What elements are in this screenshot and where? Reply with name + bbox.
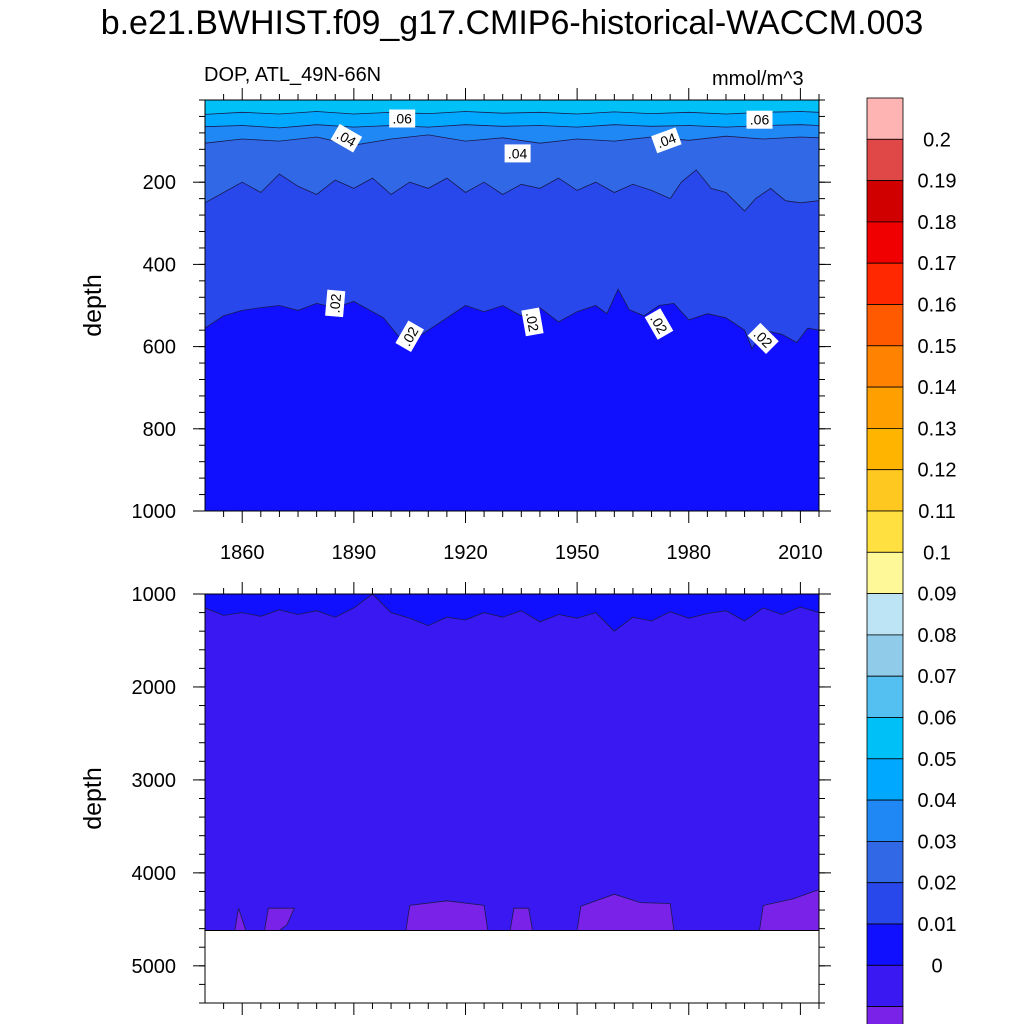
colorbar-box xyxy=(866,469,904,512)
colorbar-label: 0.07 xyxy=(918,666,957,688)
colorbar-box xyxy=(866,510,904,553)
colorbar-label: 0.14 xyxy=(918,377,957,399)
colorbar-box xyxy=(866,262,904,305)
colorbar-label: 0.02 xyxy=(918,873,957,895)
colorbar-box xyxy=(866,882,904,925)
contour-label-text: .06 xyxy=(392,111,412,127)
y-axis-label: depth xyxy=(79,274,107,337)
y-tick-label: 600 xyxy=(143,337,176,359)
colorbar-box xyxy=(866,345,904,388)
x-tick-label: 1920 xyxy=(443,542,488,564)
colorbar-box xyxy=(866,841,904,884)
isoline-0.06 xyxy=(205,111,819,115)
colorbar-box xyxy=(866,799,904,842)
isoline-0.02 xyxy=(205,288,819,350)
colorbar-box xyxy=(866,304,904,347)
contour-label: .02 xyxy=(395,320,424,353)
colorbar-label: 0.03 xyxy=(918,831,957,853)
variable-label: DOP, ATL_49N-66N xyxy=(204,64,382,86)
colorbar-box xyxy=(866,427,904,471)
colorbar-box xyxy=(866,675,904,718)
colorbar: 0.2 0.19 0.18 0.17 0.16 0.15 0.14 0.13 0.12 0.11 0… xyxy=(866,97,957,1024)
colorbar-label: 0.09 xyxy=(918,584,957,606)
colorbar-box xyxy=(866,758,904,801)
colorbar-label: 0.1 xyxy=(923,542,951,564)
fill-0.06-0.07 xyxy=(205,100,819,115)
x-tick-label: 1950 xyxy=(555,542,600,564)
colorbar-box xyxy=(866,97,904,140)
x-tick-label: 2010 xyxy=(778,542,823,564)
colorbar-label: 0.11 xyxy=(918,501,955,523)
contour-label: .04 xyxy=(330,123,363,153)
y-axis-label: depth xyxy=(79,767,107,830)
colorbar-box xyxy=(866,964,904,1007)
colorbar-label: 0.18 xyxy=(918,212,957,234)
colorbar-box xyxy=(866,634,904,677)
x-tick-label: 1980 xyxy=(667,542,712,564)
fill-0.01-0.02-lower xyxy=(205,594,819,632)
y-tick-label: 5000 xyxy=(132,956,177,978)
colorbar-box xyxy=(866,923,904,966)
colorbar-box xyxy=(866,717,904,760)
y-tick-label: 400 xyxy=(143,254,176,276)
no-data-region xyxy=(205,930,819,1003)
chart-title: b.e21.BWHIST.f09_g17.CMIP6-historical-WA… xyxy=(100,4,924,42)
contour-label-text: .02 xyxy=(326,293,344,314)
y-tick-label: 2000 xyxy=(132,677,177,699)
colorbar-label: 0.19 xyxy=(918,171,957,193)
x-tick-label: 1860 xyxy=(220,542,265,564)
fill-0-0.01 xyxy=(205,594,819,931)
units-label: mmol/m^3 xyxy=(712,68,804,90)
y-tick-label: 800 xyxy=(143,419,176,441)
contour-label-text: .04 xyxy=(655,129,679,151)
contour-label: .02 xyxy=(521,307,544,337)
colorbar-box xyxy=(866,593,904,636)
contour-label: .02 xyxy=(325,289,346,318)
isoline-0.03 xyxy=(205,169,819,212)
contour-label-text: .06 xyxy=(750,112,770,128)
colorbar-label: 0.01 xyxy=(918,914,957,936)
contour-label-text: .02 xyxy=(523,311,542,333)
y-tick-label: 3000 xyxy=(132,770,177,792)
x-tick-label: 1890 xyxy=(332,542,377,564)
colorbar-label: 0.16 xyxy=(918,295,957,317)
colorbar-label: 0.13 xyxy=(918,418,957,440)
colorbar-label: 0.2 xyxy=(923,129,951,151)
y-tick-label: 1000 xyxy=(132,501,177,523)
y-tick-label: 4000 xyxy=(132,863,177,885)
contour-label: .06 xyxy=(389,109,416,128)
colorbar-label: 0.17 xyxy=(918,253,957,275)
colorbar-label: 0.05 xyxy=(918,749,957,771)
isoline-0.04 xyxy=(205,134,819,146)
colorbar-box xyxy=(866,180,904,223)
colorbar-label: 0 xyxy=(931,955,942,977)
fill-below-0 xyxy=(405,900,489,931)
colorbar-box xyxy=(866,386,904,429)
fill-below-0 xyxy=(509,907,533,931)
y-tick-label: 1000 xyxy=(132,584,177,606)
colorbar-label: 0.08 xyxy=(918,625,957,647)
colorbar-label: 0.15 xyxy=(918,336,957,358)
contour-label: .04 xyxy=(651,127,682,154)
colorbar-box xyxy=(866,221,904,264)
plot-frame xyxy=(204,99,820,512)
y-tick-label: 200 xyxy=(143,172,176,194)
lower-panel: 1000 2000 3000 4000 5000 depth xyxy=(79,582,831,1015)
isoline-0.05 xyxy=(205,124,819,129)
contour-label-text: .04 xyxy=(508,145,528,161)
isoline-0.01 xyxy=(205,594,819,632)
colorbar-box xyxy=(866,1006,904,1024)
colorbar-label: 0.04 xyxy=(918,790,957,812)
colorbar-box xyxy=(866,138,904,182)
contour-label: .02 xyxy=(644,308,674,340)
contour-label: .04 xyxy=(504,144,531,163)
colorbar-label: 0.06 xyxy=(918,708,957,730)
contour-label: .06 xyxy=(746,110,773,129)
colorbar-box xyxy=(866,551,904,594)
upper-panel: .06.06.04.04.04.02.02.02.02.022004006008… xyxy=(79,88,831,564)
colorbar-label: 0.12 xyxy=(918,460,957,482)
